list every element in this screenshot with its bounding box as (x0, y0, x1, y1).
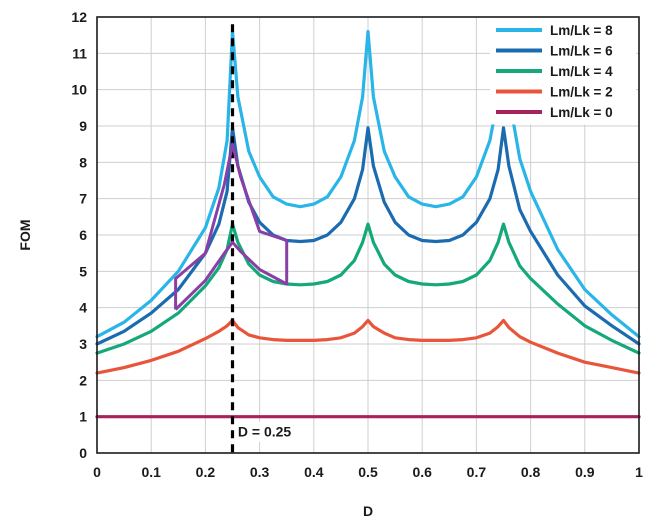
y-tick-label: 8 (79, 154, 87, 170)
y-tick-label: 6 (79, 227, 87, 243)
y-axis-label: FOM (17, 219, 33, 250)
series-line-1 (95, 126, 641, 346)
series-line-2 (95, 222, 641, 355)
x-tick-label: 0.5 (358, 464, 378, 480)
x-tick-label: 0.2 (196, 464, 216, 480)
legend-label: Lm/Lk = 0 (550, 105, 613, 120)
x-tick-label: 0.3 (250, 464, 270, 480)
legend-label: Lm/Lk = 8 (550, 23, 613, 38)
x-tick-label: 0.6 (412, 464, 432, 480)
y-tick-label: 3 (79, 336, 87, 352)
x-tick-label: 0.9 (575, 464, 595, 480)
y-tick-label: 7 (79, 191, 87, 207)
x-tick-label: 0.8 (521, 464, 541, 480)
d-marker-label: D = 0.25 (238, 424, 292, 440)
legend-label: Lm/Lk = 6 (550, 44, 613, 59)
x-tick-label: 0.7 (467, 464, 487, 480)
y-tick-label: 11 (72, 45, 87, 61)
x-tick-labels: 0 0.1 0.2 0.3 0.4 0.5 0.6 0.7 0.8 0.9 1 (93, 464, 643, 480)
x-tick-label: 0 (93, 464, 101, 480)
legend-label: Lm/Lk = 4 (550, 64, 613, 79)
y-tick-label: 0 (79, 445, 87, 461)
x-tick-label: 0.4 (304, 464, 324, 480)
y-tick-label: 2 (79, 372, 87, 388)
legend: Lm/Lk = 8 Lm/Lk = 6 Lm/Lk = 4 Lm/Lk = 2 Lm/L… (490, 18, 636, 125)
y-tick-label: 1 (79, 409, 87, 425)
d-marker-label-bg (234, 421, 303, 442)
y-tick-label: 12 (71, 9, 87, 25)
series-line-3 (95, 318, 641, 375)
y-tick-label: 5 (79, 263, 87, 279)
x-axis-label: D (363, 503, 373, 519)
x-tick-label: 0.1 (141, 464, 161, 480)
y-tick-label: 9 (79, 118, 87, 134)
annotation-layer: D = 0.25 (174, 24, 303, 453)
plot-frame (96, 16, 640, 454)
y-tick-label: 4 (79, 300, 87, 316)
legend-label: Lm/Lk = 2 (550, 85, 613, 100)
x-tick-label: 1 (635, 464, 643, 480)
y-tick-label: 10 (71, 82, 87, 98)
operating-region-outline (174, 142, 289, 311)
